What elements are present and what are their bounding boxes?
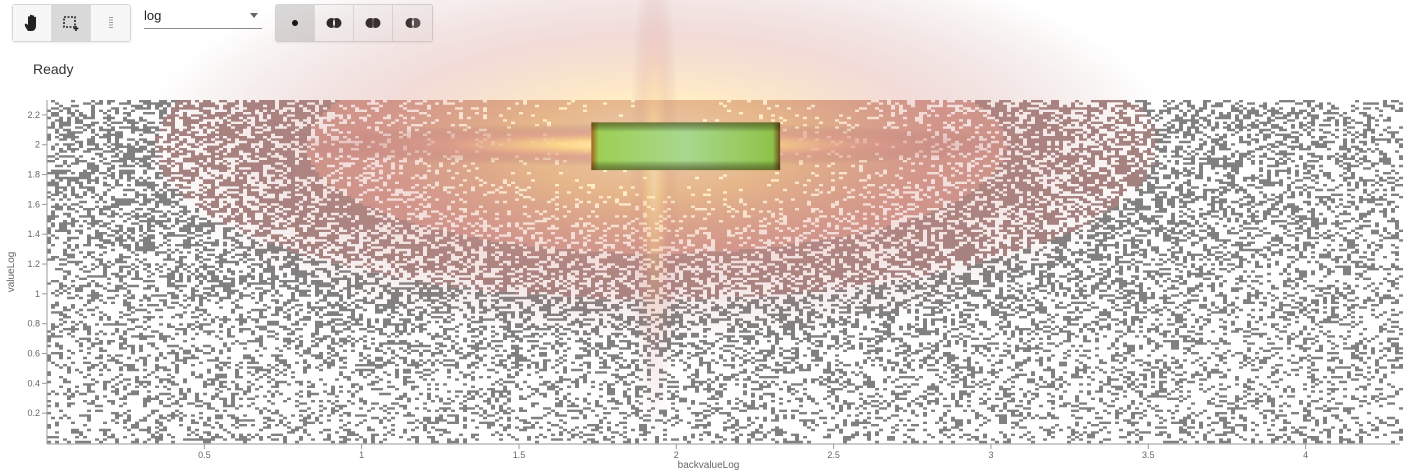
x-tick-label: 0.5 (198, 450, 211, 460)
lasso-select-icon (109, 17, 112, 29)
y-tick-label: 0.8 (27, 319, 40, 329)
interaction-tool-group (12, 4, 131, 42)
y-axis-label: valueLog (6, 252, 17, 293)
y-tick-label: 1 (35, 289, 40, 299)
y-tick-label: 1.2 (27, 259, 40, 269)
y-tick-label: 2.2 (27, 110, 40, 120)
y-tick-label: 0.2 (27, 408, 40, 418)
y-tick-label: 1.6 (27, 199, 40, 209)
x-axis-label: backvalueLog (678, 460, 740, 471)
lasso-select-tool-button[interactable] (91, 5, 130, 41)
box-select-icon (63, 16, 79, 31)
x-tick-label: 3.5 (1142, 450, 1155, 460)
selection-box-shade (591, 122, 781, 171)
axes: 0.5 1 1.5 2 2.5 3 3.5 4 0.2 0.4 0.6 0.8 1 1.2 1.4 1.6 1.… (6, 100, 1400, 471)
x-tick-label: 3 (988, 450, 993, 460)
chevron-down-icon (250, 13, 258, 18)
x-tick-label: 2.5 (827, 450, 840, 460)
density-glow-column (629, 0, 680, 445)
scale-select-value: log (144, 8, 162, 23)
selection-box-layer (591, 122, 781, 171)
box-select-tool-button[interactable] (52, 5, 91, 41)
y-tick-label: 1.4 (27, 229, 40, 239)
status-text: Ready (33, 61, 74, 77)
heatmap-low-density-cells (47, 100, 1403, 444)
y-tick-label: 0.6 (27, 349, 40, 359)
y-tick-label: 0.4 (27, 378, 40, 388)
x-tick-label: 4 (1303, 450, 1308, 460)
x-tick-label: 1.5 (513, 450, 526, 460)
scale-select[interactable]: log (144, 6, 262, 29)
pan-tool-button[interactable] (13, 5, 52, 41)
y-tick-label: 2 (35, 140, 40, 150)
hand-icon (24, 14, 36, 31)
x-tick-label: 2 (674, 450, 679, 460)
y-tick-label: 1.8 (27, 170, 40, 180)
x-tick-label: 1 (359, 450, 364, 460)
